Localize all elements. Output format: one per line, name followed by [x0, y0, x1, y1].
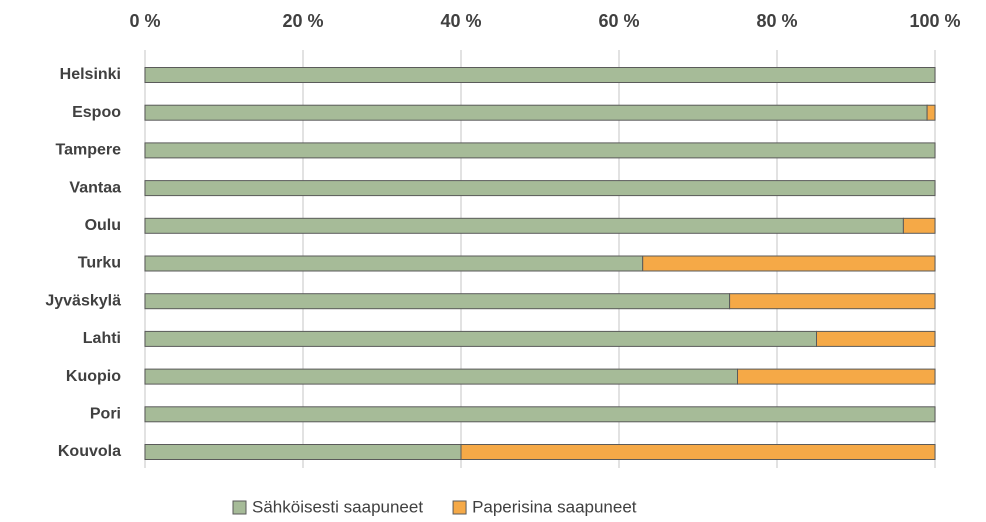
bar-segment: [642, 255, 936, 272]
y-tick-label: Kouvola: [58, 443, 121, 460]
bar-segment: [460, 444, 936, 460]
bar-segment: [144, 293, 731, 310]
y-tick-label: Espoo: [72, 104, 121, 121]
x-tick-label: 80 %: [756, 11, 797, 31]
bar-segment: [144, 142, 936, 159]
bar-segment: [144, 180, 936, 197]
bar-segment: [144, 104, 928, 121]
legend-label: Paperisina saapuneet: [472, 497, 637, 516]
bar-segment: [144, 330, 817, 347]
bar-segment: [144, 444, 462, 460]
bar-segment: [729, 293, 936, 310]
bar-segment: [144, 217, 904, 234]
x-tick-label: 100 %: [909, 11, 960, 31]
y-tick-label: Lahti: [83, 330, 121, 347]
bar-segment: [902, 217, 936, 234]
bar-segment: [144, 255, 644, 272]
legend-swatch: [452, 500, 467, 515]
x-tick-label: 40 %: [440, 11, 481, 31]
x-tick-label: 60 %: [598, 11, 639, 31]
y-tick-label: Turku: [78, 255, 121, 272]
bar-segment: [816, 330, 936, 347]
y-tick-label: Kuopio: [66, 368, 121, 385]
legend-swatch: [232, 500, 247, 515]
y-tick-label: Helsinki: [60, 66, 121, 83]
y-tick-label: Tampere: [55, 142, 121, 159]
x-tick-label: 0 %: [129, 11, 160, 31]
y-tick-label: Pori: [90, 406, 121, 423]
bar-segment: [144, 406, 936, 423]
bar-segment: [144, 67, 936, 83]
bar-segment: [737, 368, 936, 385]
y-tick-label: Oulu: [85, 217, 121, 234]
y-tick-label: Jyväskylä: [45, 292, 121, 309]
legend-label: Sähköisesti saapuneet: [252, 497, 423, 516]
x-tick-label: 20 %: [282, 11, 323, 31]
bar-segment: [926, 104, 936, 121]
bar-segment: [144, 368, 738, 385]
y-tick-label: Vantaa: [69, 179, 121, 196]
